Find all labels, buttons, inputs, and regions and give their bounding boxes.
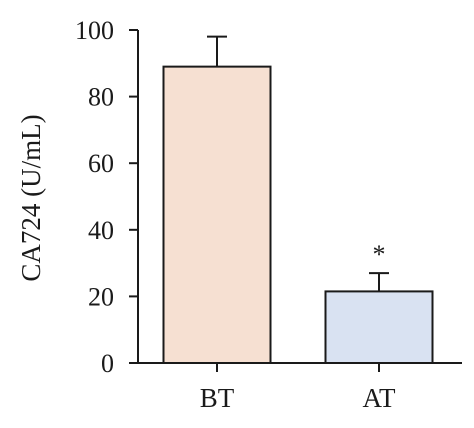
y-tick-label: 0 <box>101 349 114 378</box>
ticks-layer: 0 20 40 60 80 100 BT AT <box>75 16 396 413</box>
y-axis-title: CA724 (U/mL) <box>16 114 46 281</box>
bar-at <box>324 290 434 364</box>
x-tick-label-at: AT <box>363 383 397 413</box>
y-tick-label: 60 <box>88 149 114 178</box>
y-tick-label: 40 <box>88 216 114 245</box>
significance-marker: * <box>373 240 386 269</box>
y-tick-label: 80 <box>88 83 114 112</box>
bar-bt <box>162 65 272 364</box>
x-tick-label-bt: BT <box>200 383 235 413</box>
y-tick-label: 100 <box>75 16 114 45</box>
y-tick-label: 20 <box>88 282 114 311</box>
bars-layer: * <box>162 35 434 364</box>
